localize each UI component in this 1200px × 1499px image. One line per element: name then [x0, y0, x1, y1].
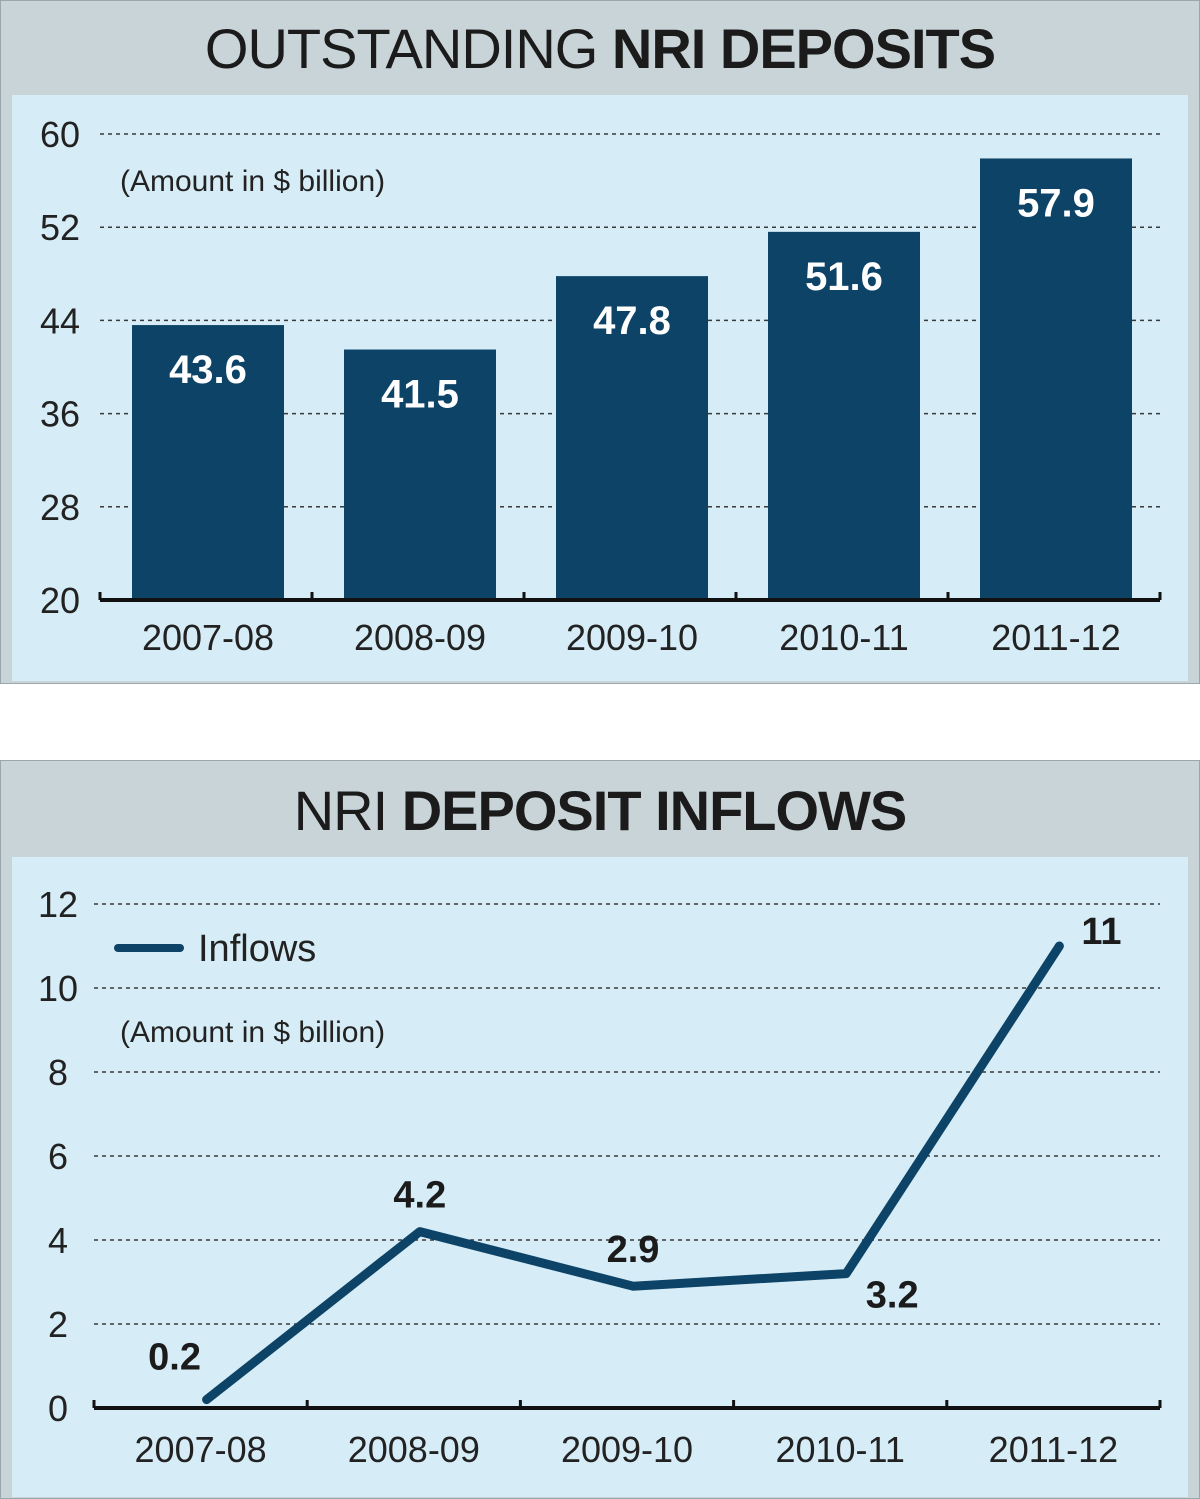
- line-y-tick-label: 6: [48, 1136, 68, 1177]
- line-y-tick-label: 2: [48, 1304, 68, 1345]
- line-point-label: 3.2: [866, 1275, 919, 1317]
- line-y-tick-label: 0: [48, 1388, 68, 1429]
- line-y-tick-label: 10: [38, 968, 78, 1009]
- line-point-label: 11: [1081, 911, 1121, 953]
- legend-label: Inflows: [198, 928, 316, 970]
- bar-x-tick-label: 2009-10: [566, 617, 698, 658]
- outstanding-deposits-title: OUTSTANDING NRI DEPOSITS: [1, 21, 1199, 77]
- line-point-label: 2.9: [607, 1229, 660, 1271]
- bar-y-tick-label: 20: [40, 580, 80, 621]
- bar-unit-note: (Amount in $ billion): [120, 165, 385, 198]
- bar: [768, 231, 920, 601]
- bar-value-label: 51.6: [805, 255, 883, 299]
- bar-value-label: 47.8: [593, 299, 671, 343]
- bar-y-tick-label: 28: [40, 487, 80, 528]
- line-point-label: 0.2: [148, 1337, 201, 1379]
- line-x-tick-label: 2009-10: [561, 1429, 693, 1470]
- line-point-label: 4.2: [393, 1175, 446, 1217]
- bar-x-tick-label: 2008-09: [354, 617, 486, 658]
- bar-y-tick-label: 36: [40, 394, 80, 435]
- deposit-inflows-title: NRI DEPOSIT INFLOWS: [1, 783, 1199, 839]
- line-y-tick-label: 8: [48, 1052, 68, 1093]
- bar-x-tick-label: 2007-08: [142, 617, 274, 658]
- bar: [344, 349, 496, 600]
- bar-x-tick-label: 2011-12: [991, 617, 1120, 658]
- line-y-tick-label: 12: [38, 884, 78, 925]
- inflows-series-line: [202, 941, 1064, 1405]
- line-chart-plot-area: [12, 857, 1188, 1497]
- bar-y-tick-label: 44: [40, 300, 80, 341]
- title-light: NRI: [293, 779, 388, 842]
- line-x-tick-label: 2011-12: [989, 1429, 1118, 1470]
- line-x-tick-label: 2007-08: [135, 1429, 267, 1470]
- title-bold: NRI DEPOSITS: [611, 17, 996, 80]
- bar-value-label: 41.5: [381, 373, 459, 417]
- line-unit-note: (Amount in $ billion): [120, 1016, 385, 1049]
- title-light: OUTSTANDING: [204, 17, 598, 80]
- line-x-tick-label: 2010-11: [775, 1429, 904, 1470]
- bar-x-tick-label: 2010-11: [779, 617, 908, 658]
- bar: [980, 158, 1132, 600]
- bar-y-tick-label: 52: [40, 207, 80, 248]
- bar-y-tick-label: 60: [40, 114, 80, 155]
- line-x-tick-label: 2008-09: [348, 1429, 480, 1470]
- bar-value-label: 43.6: [169, 348, 247, 392]
- line-y-tick-label: 4: [48, 1220, 68, 1261]
- bar: [556, 276, 708, 600]
- bar: [132, 325, 284, 600]
- title-bold: DEPOSIT INFLOWS: [401, 779, 908, 842]
- bar-value-label: 57.9: [1017, 181, 1095, 225]
